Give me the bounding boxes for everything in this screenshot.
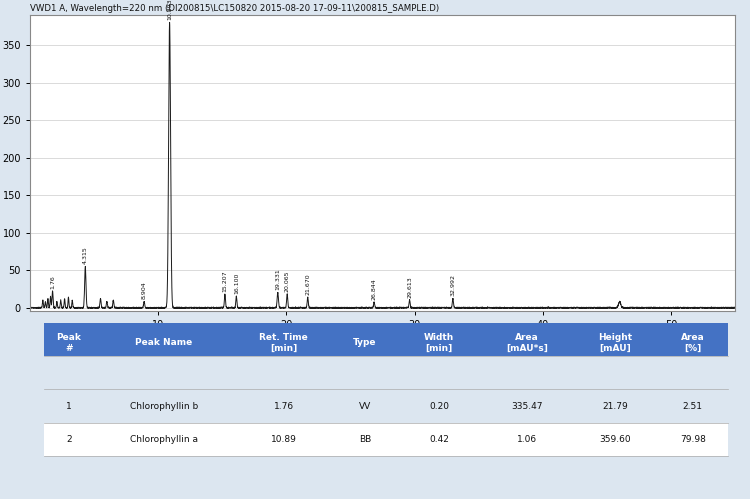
FancyBboxPatch shape [44,320,728,356]
Text: 1: 1 [66,402,72,411]
Text: Chlorophyllin b: Chlorophyllin b [130,402,198,411]
Text: BB: BB [358,436,371,445]
Text: Ret. Time
[min]: Ret. Time [min] [260,333,308,353]
Text: 359.60: 359.60 [599,436,631,445]
Text: 15.207: 15.207 [223,270,227,292]
Text: 79.98: 79.98 [680,436,706,445]
Text: 32.992: 32.992 [451,274,455,296]
Text: Type: Type [353,338,376,347]
Text: Chlorophyllin a: Chlorophyllin a [130,436,198,445]
Text: 21.670: 21.670 [305,273,310,295]
Text: 1.06: 1.06 [517,436,537,445]
Text: 335.47: 335.47 [512,402,543,411]
Text: 21.79: 21.79 [602,402,628,411]
Text: 0.20: 0.20 [429,402,449,411]
Text: Area
[%]: Area [%] [681,333,704,353]
Text: 1.76: 1.76 [50,275,55,289]
Text: 2.51: 2.51 [682,402,703,411]
Text: 1.76: 1.76 [274,402,294,411]
Text: Peak
#: Peak # [56,333,81,353]
Text: Width
[min]: Width [min] [424,333,454,353]
Text: Height
[mAU]: Height [mAU] [598,333,632,353]
Text: 2: 2 [66,436,71,445]
Text: 10.893: 10.893 [167,0,172,20]
Text: Area
[mAU*s]: Area [mAU*s] [506,333,548,353]
Text: 10.89: 10.89 [271,436,297,445]
FancyBboxPatch shape [44,423,728,456]
Text: 16.100: 16.100 [234,273,238,294]
Text: 19.331: 19.331 [275,268,280,290]
FancyBboxPatch shape [44,389,728,423]
Text: 4.315: 4.315 [82,247,88,264]
Text: 29.613: 29.613 [407,276,412,298]
Text: 26.844: 26.844 [371,278,376,300]
X-axis label: min: min [374,332,392,342]
Text: VWD1 A, Wavelength=220 nm (DI200815\LC150820 2015-08-20 17-09-11\200815_SAMPLE.D: VWD1 A, Wavelength=220 nm (DI200815\LC15… [30,4,439,13]
Text: Peak Name: Peak Name [135,338,193,347]
Text: 0.42: 0.42 [429,436,448,445]
Text: 8.904: 8.904 [142,281,147,299]
Text: VV: VV [358,402,371,411]
Text: 20.065: 20.065 [285,270,290,292]
